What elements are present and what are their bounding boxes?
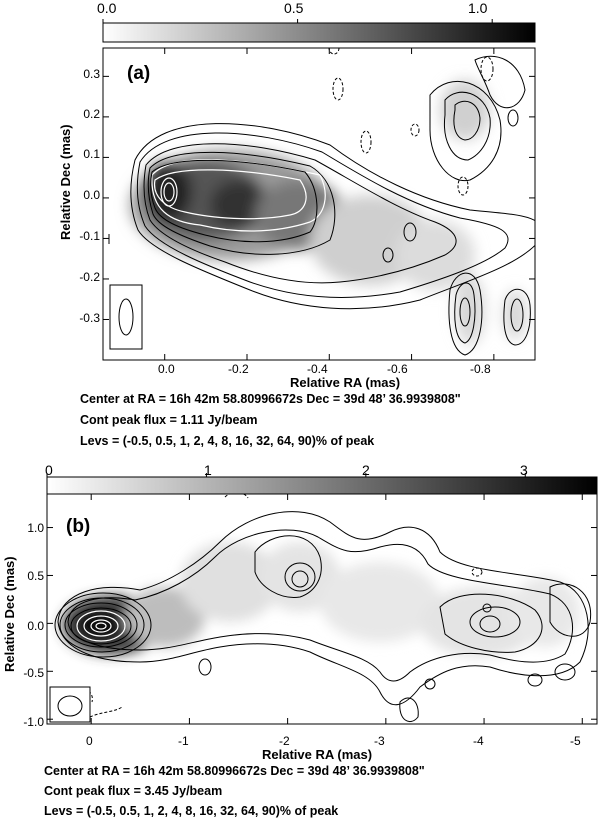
- peak-flux-b: Cont peak flux = 3.45 Jy/beam: [44, 784, 223, 798]
- contours-outer-a: [130, 55, 535, 356]
- y-tick-label: -0.1: [79, 229, 100, 243]
- beam-box-b: [49, 686, 91, 723]
- colorbar-tick-label: 1: [204, 462, 212, 478]
- y-axis-label-a: Relative Dec (mas): [58, 124, 73, 240]
- beam-ellipse-a: [118, 298, 134, 336]
- colorbar-ticks-a: [102, 19, 493, 23]
- x-axis-label-a: Relative RA (mas): [290, 375, 400, 390]
- xtick-labels-b: 0 -1 -2 -3 -4 -5: [86, 734, 581, 748]
- colorbar-b: [46, 476, 598, 495]
- panel-a: 0.0 0.5 1.0: [58, 0, 536, 448]
- y-tick-label: -1.0: [23, 715, 44, 729]
- map-a: 0.0 0.5 1.0: [58, 0, 536, 390]
- x-tick-label: 0.0: [158, 362, 175, 376]
- colorbar-tick-label: 3: [520, 462, 528, 478]
- y-tick-label: -0.3: [79, 311, 100, 325]
- colorbar-tick-label: 0: [45, 462, 53, 478]
- y-tick-label: 0.0: [27, 619, 44, 633]
- x-tick-label: -1: [178, 734, 189, 748]
- panel-b: 0 1 2 3: [0, 462, 600, 824]
- colorbar-ticks-b: [46, 473, 526, 477]
- contour-levels-b: Levs = (-0.5, 0.5, 1, 2, 4, 8, 16, 32, 6…: [44, 804, 339, 818]
- contours-outer-b: [54, 511, 592, 722]
- y-tick-label: 0.1: [83, 147, 100, 161]
- colorbar-a: [102, 22, 536, 43]
- panel-label-a: (a): [127, 63, 150, 84]
- y-tick-label: -0.2: [79, 270, 100, 284]
- contour-levels-a: Levs = (-0.5, 0.5, 1, 2, 4, 8, 16, 32, 6…: [80, 434, 375, 448]
- beam-ellipse-b: [57, 695, 83, 717]
- x-tick-label: -0.6: [387, 362, 408, 376]
- y-tick-label: 0.0: [83, 188, 100, 202]
- ytick-labels-b: 1.0 0.5 0.0 -0.5 -1.0: [23, 521, 44, 729]
- xtick-labels-a: 0.0 -0.2 -0.4 -0.6 -0.8: [158, 362, 491, 376]
- axis-ticks-a: [103, 48, 535, 360]
- peak-flux-a: Cont peak flux = 1.11 Jy/beam: [80, 413, 258, 427]
- center-coordinates-a: Center at RA = 16h 42m 58.80996672s Dec …: [80, 392, 461, 406]
- y-axis-label-b: Relative Dec (mas): [2, 556, 17, 672]
- x-axis-label-b: Relative RA (mas): [262, 747, 372, 762]
- map-b: 0 1 2 3: [2, 462, 598, 762]
- colorbar-tick-label: 1.0: [468, 0, 488, 16]
- x-tick-label: -5: [570, 734, 581, 748]
- x-tick-label: -0.2: [228, 362, 249, 376]
- x-tick-label: -0.8: [470, 362, 491, 376]
- contours-inner-b: [76, 610, 126, 642]
- axis-ticks-b: [47, 494, 597, 724]
- y-tick-label: 1.0: [27, 521, 44, 535]
- beam-box-a: [109, 284, 143, 350]
- ytick-labels-a: 0.3 0.2 0.1 0.0 -0.1 -0.2 -0.3: [79, 67, 100, 325]
- x-tick-label: 0: [86, 734, 93, 748]
- center-coordinates-b: Center at RA = 16h 42m 58.80996672s Dec …: [44, 764, 425, 778]
- y-tick-label: 0.2: [83, 107, 100, 121]
- contours-negative-a: [328, 48, 494, 196]
- colorbar-tick-label: 0.0: [97, 0, 117, 16]
- panel-label-b: (b): [66, 516, 90, 537]
- y-tick-label: 0.3: [83, 67, 100, 81]
- y-tick-label: 0.5: [27, 569, 44, 583]
- x-tick-label: -0.4: [307, 362, 328, 376]
- x-tick-label: -3: [374, 734, 385, 748]
- colorbar-tick-label: 2: [362, 462, 370, 478]
- emission-b: [62, 542, 580, 657]
- colorbar-tick-label: 0.5: [284, 0, 304, 16]
- x-tick-label: -2: [279, 734, 290, 748]
- y-tick-label: -0.5: [23, 666, 44, 680]
- x-tick-label: -4: [473, 734, 484, 748]
